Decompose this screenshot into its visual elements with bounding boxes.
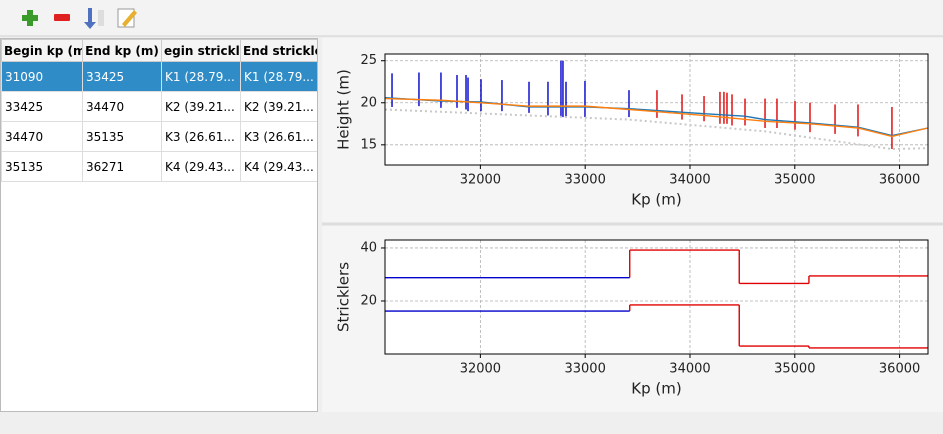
table-cell[interactable]: 35135 — [1, 151, 83, 182]
y-axis-label: Height (m) — [335, 69, 353, 150]
table-row[interactable]: 31090 33425 K1 (28.79... K1 (28.79... — [1, 61, 317, 92]
series-line — [384, 97, 929, 137]
y-tick-label: 40 — [360, 240, 377, 255]
x-axis-label: Kp (m) — [631, 191, 681, 209]
table-cell[interactable]: K4 (29.43... — [240, 151, 317, 182]
column-header[interactable]: End strickler — [240, 39, 317, 62]
edit-icon — [122, 10, 137, 27]
x-tick-label: 34000 — [669, 362, 710, 377]
edit-button[interactable] — [117, 8, 137, 28]
x-tick-label: 36000 — [879, 362, 920, 377]
x-tick-label: 33000 — [564, 173, 605, 188]
reach-table: Begin kp (m) End kp (m) egin strickle End s… — [0, 38, 318, 412]
add-icon — [27, 10, 33, 26]
series-line — [384, 108, 929, 151]
table-row[interactable]: 34470 35135 K3 (26.61... K3 (26.61... — [1, 121, 317, 152]
header-row: Begin kp (m) End kp (m) egin strickle End s… — [1, 39, 317, 62]
table-row[interactable]: 33425 34470 K2 (39.21... K2 (39.21... — [1, 91, 317, 122]
table-cell[interactable]: 34470 — [82, 91, 162, 122]
table-cell[interactable]: K1 (28.79... — [161, 61, 241, 92]
toolbar — [0, 0, 943, 36]
y-tick-label: 25 — [360, 53, 377, 68]
y-tick-label: 20 — [360, 293, 377, 308]
y-tick-label: 20 — [360, 95, 377, 110]
table-cell[interactable]: 33425 — [82, 61, 162, 92]
table-cell[interactable]: 36271 — [82, 151, 162, 182]
add-button[interactable] — [22, 10, 38, 26]
table-row[interactable]: 35135 36271 K4 (29.43... K4 (29.43... — [1, 151, 317, 182]
x-tick-label: 33000 — [564, 362, 605, 377]
series-line — [384, 97, 929, 138]
edit-icon — [117, 8, 135, 28]
x-tick-label: 35000 — [774, 362, 815, 377]
x-tick-label: 34000 — [669, 173, 710, 188]
table: Begin kp (m) End kp (m) egin strickle End s… — [1, 39, 317, 182]
table-cell[interactable]: K3 (26.61... — [240, 121, 317, 152]
table-cell[interactable]: 35135 — [82, 121, 162, 152]
column-header[interactable]: egin strickle — [161, 39, 241, 62]
table-cell[interactable]: K1 (28.79... — [240, 61, 317, 92]
sort-icon — [84, 8, 96, 29]
table-cell[interactable]: K3 (26.61... — [161, 121, 241, 152]
x-tick-label: 36000 — [879, 173, 920, 188]
table-cell[interactable]: K4 (29.43... — [161, 151, 241, 182]
table-cell[interactable]: 33425 — [1, 91, 83, 122]
table-cell[interactable]: K2 (39.21... — [240, 91, 317, 122]
sort-button[interactable] — [84, 8, 104, 29]
x-tick-label: 32000 — [460, 362, 501, 377]
column-header[interactable]: Begin kp (m) — [1, 39, 83, 62]
plot-frame — [384, 239, 929, 355]
column-header[interactable]: End kp (m) — [82, 39, 162, 62]
table-cell[interactable]: K2 (39.21... — [161, 91, 241, 122]
x-axis-label: Kp (m) — [631, 380, 681, 398]
y-tick-label: 15 — [360, 137, 377, 152]
sort-icon — [98, 10, 104, 26]
plot-frame — [384, 53, 929, 166]
x-tick-label: 32000 — [460, 173, 501, 188]
table-cell[interactable]: 34470 — [1, 121, 83, 152]
plot-area — [385, 240, 928, 354]
x-tick-label: 35000 — [774, 173, 815, 188]
table-cell[interactable]: 31090 — [1, 61, 83, 92]
y-axis-label: Stricklers — [335, 262, 353, 332]
remove-button[interactable] — [54, 14, 70, 21]
